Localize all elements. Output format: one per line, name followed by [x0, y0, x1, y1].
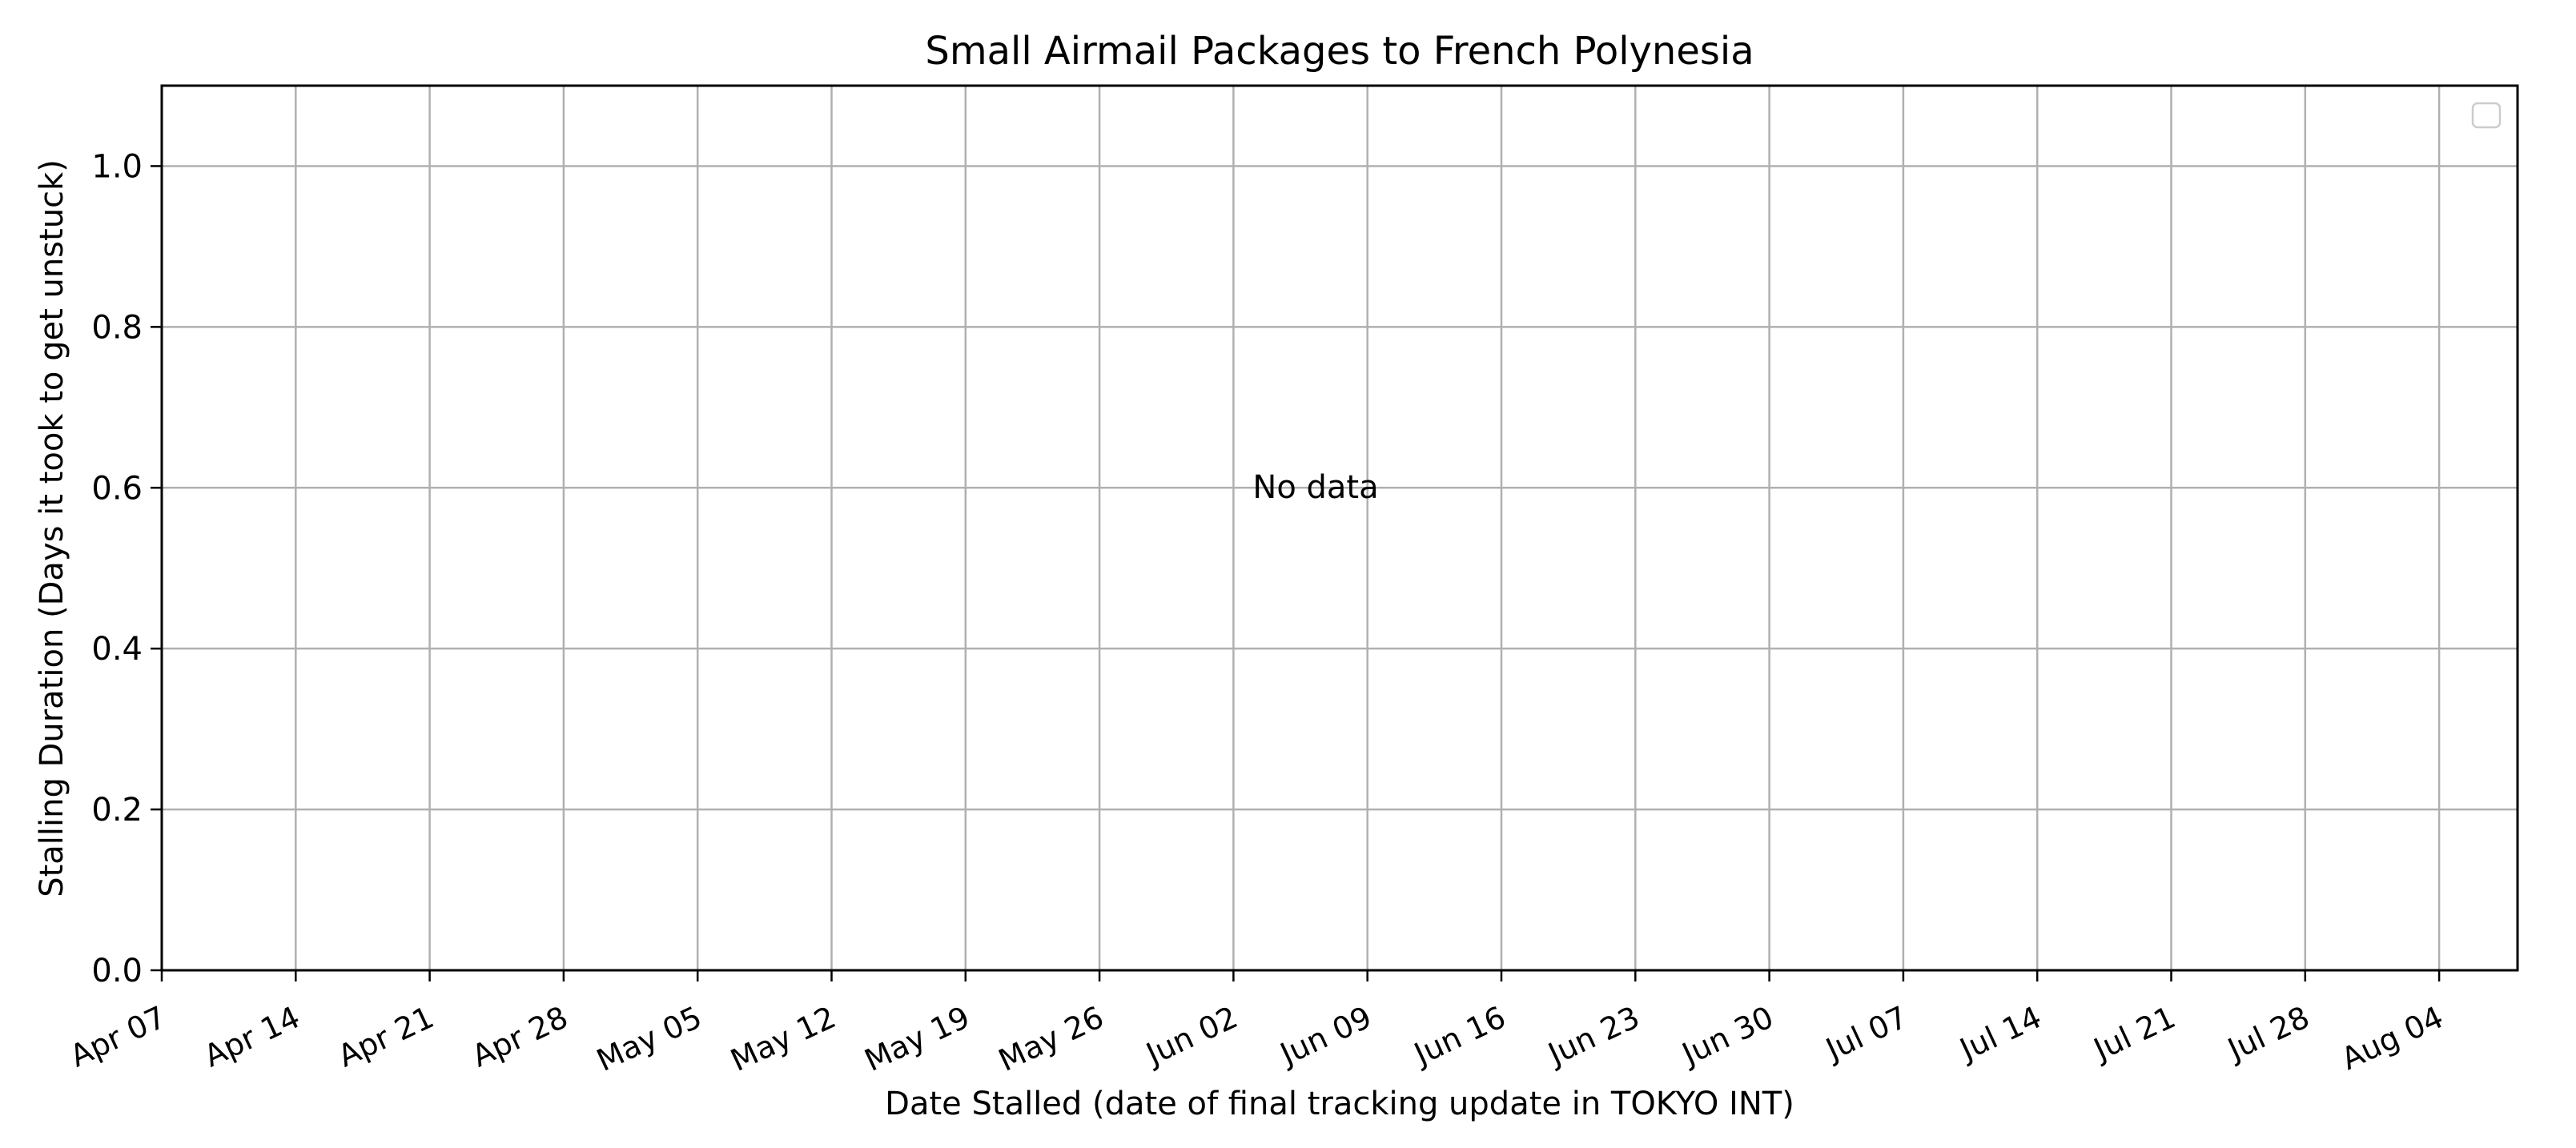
chart-title: Small Airmail Packages to French Polynes…	[925, 29, 1754, 74]
x-axis-label: Date Stalled (date of final tracking upd…	[885, 1086, 1794, 1122]
y-tick-label: 0.2	[91, 792, 143, 829]
y-tick-label: 1.0	[91, 148, 143, 185]
y-tick-label: 0.8	[91, 309, 143, 346]
legend-box	[2471, 102, 2502, 129]
no-data-annotation: No data	[1252, 469, 1378, 506]
y-axis: 0.0 0.2 0.4 0.6 0.8 1.0	[91, 148, 162, 989]
y-tick-label: 0.4	[91, 631, 143, 668]
y-tick-label: 0.6	[91, 470, 143, 507]
plot-frame	[160, 84, 2519, 972]
y-axis-label: Stalling Duration (Days it took to get u…	[34, 159, 70, 897]
y-tick-label: 0.0	[91, 953, 143, 989]
